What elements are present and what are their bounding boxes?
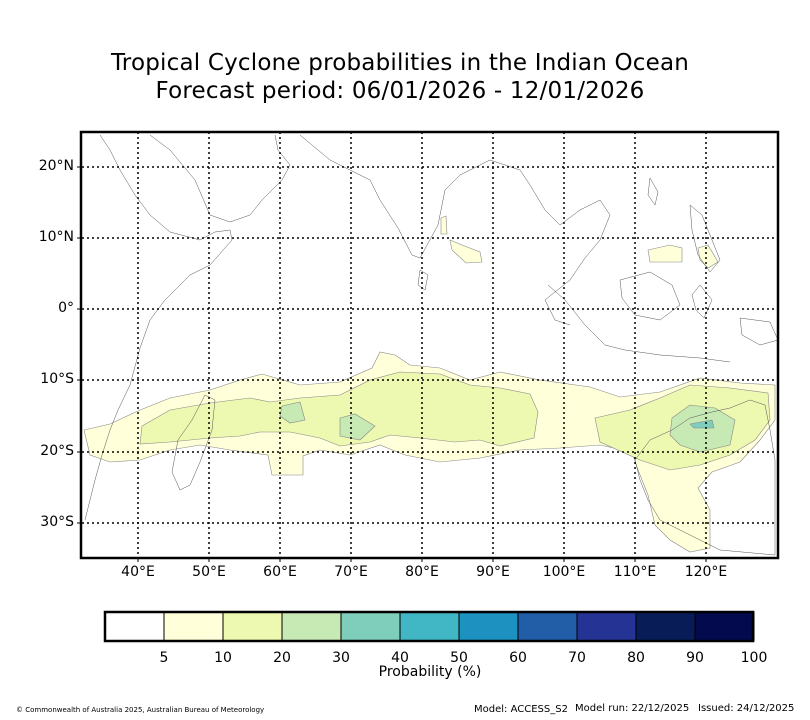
- copyright-notice: © Commonwealth of Australia 2025, Austra…: [16, 706, 265, 714]
- colorbar-tick-100: 100: [740, 650, 768, 666]
- colorbar-tick-90: 90: [686, 650, 704, 666]
- model-label: Model: ACCESS_S2: [474, 704, 568, 715]
- coast-india: [299, 134, 531, 259]
- contour-5-10-bay: [449, 239, 483, 264]
- colorbar-tick-70: 70: [568, 650, 586, 666]
- lon-label-70e: 70°E: [334, 564, 368, 580]
- colorbar-swatch-1: [163, 611, 224, 642]
- map-title-line-1: Tropical Cyclone probabilities in the In…: [110, 50, 690, 76]
- colorbar: [104, 611, 755, 642]
- coast-arabia: [149, 134, 291, 223]
- colorbar-tick-40: 40: [391, 650, 409, 666]
- lon-label-120e: 120°E: [684, 564, 728, 580]
- map-title-line-2: Forecast period: 06/01/2026 - 12/01/2026: [155, 78, 645, 104]
- coast-srilanka: [417, 269, 429, 291]
- lon-label-80e: 80°E: [405, 564, 439, 580]
- colorbar-title: Probability (%): [378, 664, 482, 680]
- colorbar-swatch-6: [458, 611, 519, 642]
- colorbar-tick-5: 5: [159, 650, 169, 666]
- axis-ticks: [77, 166, 707, 562]
- contour-30-40-a: [689, 419, 715, 429]
- colorbar-swatch-8: [576, 611, 637, 642]
- contour-20-30-c: [669, 404, 736, 453]
- coastlines: [84, 134, 779, 556]
- colorbar-swatch-0: [104, 611, 165, 642]
- model-run-label: Model run: 22/12/2025: [575, 703, 690, 714]
- lon-label-40e: 40°E: [121, 564, 155, 580]
- colorbar-tick-20: 20: [273, 650, 291, 666]
- colorbar-swatch-9: [635, 611, 696, 642]
- lon-label-50e: 50°E: [192, 564, 226, 580]
- colorbar-tick-80: 80: [627, 650, 645, 666]
- coast-philippines: [689, 204, 721, 273]
- contour-20-30-a: [279, 401, 306, 424]
- colorbar-tick-10: 10: [214, 650, 232, 666]
- lat-label-30s: 30°S: [40, 514, 74, 530]
- colorbar-swatch-7: [517, 611, 578, 642]
- coast-indochina: [529, 184, 611, 326]
- contour-5-10-pacific: [697, 244, 719, 269]
- lat-lon-grid: [82, 132, 778, 558]
- colorbar-swatch-2: [222, 611, 283, 642]
- colorbar-tick-30: 30: [332, 650, 350, 666]
- lon-label-110e: 110°E: [613, 564, 657, 580]
- coast-australia: [634, 399, 776, 556]
- lat-label-10n: 10°N: [38, 229, 74, 245]
- lon-label-90e: 90°E: [476, 564, 510, 580]
- colorbar-tick-60: 60: [509, 650, 527, 666]
- lon-label-100e: 100°E: [542, 564, 586, 580]
- coast-sulawesi: [691, 284, 713, 319]
- coast-sumatra-java: [547, 284, 731, 363]
- lat-label-20s: 20°S: [40, 443, 74, 459]
- contour-10-20-central: [139, 371, 539, 447]
- colorbar-swatch-10: [694, 611, 755, 642]
- lon-label-60e: 60°E: [263, 564, 297, 580]
- issued-label: Issued: 24/12/2025: [698, 703, 795, 714]
- coast-newguinea: [739, 317, 779, 346]
- coast-madagascar: [171, 394, 216, 491]
- lat-label-20n: 20°N: [38, 158, 74, 174]
- colorbar-frame: [103, 610, 755, 643]
- lat-label-0: 0°: [58, 300, 74, 316]
- probability-contours: [83, 215, 776, 553]
- coast-borneo: [619, 271, 681, 321]
- contour-20-30-b: [339, 413, 376, 441]
- contour-5-10-philippines: [647, 244, 683, 263]
- coast-africa: [84, 134, 233, 521]
- colorbar-tick-50: 50: [450, 650, 468, 666]
- map-frame: [79, 130, 780, 560]
- contour-5-10-arabian: [440, 215, 448, 235]
- coast-japan-taiwan: [647, 177, 659, 206]
- lat-label-10s: 10°S: [40, 371, 74, 387]
- colorbar-swatch-4: [340, 611, 401, 642]
- colorbar-swatch-3: [281, 611, 342, 642]
- colorbar-swatch-5: [399, 611, 460, 642]
